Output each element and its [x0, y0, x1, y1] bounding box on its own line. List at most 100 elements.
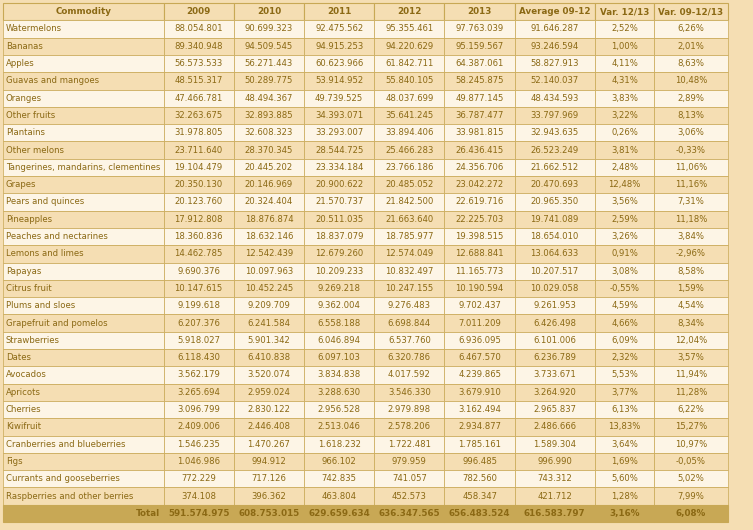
- Text: 95.355.461: 95.355.461: [386, 24, 434, 33]
- Text: 23.042.272: 23.042.272: [456, 180, 504, 189]
- Bar: [515, 453, 595, 470]
- Bar: [515, 332, 595, 349]
- Text: 3.679.910: 3.679.910: [458, 388, 501, 397]
- Bar: [304, 366, 374, 384]
- Text: 21.570.737: 21.570.737: [315, 198, 363, 207]
- Text: 49.877.145: 49.877.145: [456, 94, 504, 103]
- Bar: [654, 55, 727, 72]
- Bar: [163, 107, 234, 124]
- Text: 5,53%: 5,53%: [611, 370, 638, 379]
- Text: -0,55%: -0,55%: [609, 284, 639, 293]
- Bar: [374, 262, 444, 280]
- Text: 10.190.594: 10.190.594: [456, 284, 504, 293]
- Text: Peaches and nectarines: Peaches and nectarines: [6, 232, 108, 241]
- Text: 3,84%: 3,84%: [678, 232, 705, 241]
- Text: 2.486.666: 2.486.666: [533, 422, 576, 431]
- Text: 1.589.304: 1.589.304: [533, 440, 576, 449]
- Text: 3.733.671: 3.733.671: [533, 370, 576, 379]
- Text: 10.029.058: 10.029.058: [530, 284, 579, 293]
- Bar: [444, 418, 515, 436]
- Text: 6.236.789: 6.236.789: [533, 353, 576, 362]
- Text: 11,18%: 11,18%: [675, 215, 707, 224]
- Text: Guavas and mangoes: Guavas and mangoes: [6, 76, 99, 85]
- Text: Apples: Apples: [6, 59, 35, 68]
- Bar: [595, 3, 654, 20]
- Bar: [3, 470, 163, 488]
- Bar: [444, 158, 515, 176]
- Bar: [304, 297, 374, 314]
- Bar: [374, 453, 444, 470]
- Text: 5.901.342: 5.901.342: [248, 336, 291, 345]
- Text: 6.046.894: 6.046.894: [318, 336, 361, 345]
- Text: Total: Total: [136, 509, 160, 518]
- Bar: [163, 3, 234, 20]
- Text: 20.445.202: 20.445.202: [245, 163, 293, 172]
- Bar: [515, 245, 595, 262]
- Text: 3,08%: 3,08%: [611, 267, 638, 276]
- Text: 2.446.408: 2.446.408: [248, 422, 291, 431]
- Text: Average 09-12: Average 09-12: [519, 7, 590, 16]
- Text: 0,91%: 0,91%: [611, 249, 638, 258]
- Text: Watermelons: Watermelons: [6, 24, 62, 33]
- Text: 6.241.584: 6.241.584: [248, 319, 291, 328]
- Bar: [374, 297, 444, 314]
- Bar: [444, 193, 515, 210]
- Text: 3.288.630: 3.288.630: [318, 388, 361, 397]
- Bar: [3, 297, 163, 314]
- Bar: [304, 176, 374, 193]
- Bar: [3, 488, 163, 505]
- Bar: [654, 505, 727, 522]
- Bar: [234, 107, 304, 124]
- Bar: [304, 505, 374, 522]
- Bar: [654, 210, 727, 228]
- Bar: [3, 332, 163, 349]
- Text: 4,31%: 4,31%: [611, 76, 638, 85]
- Text: 23.334.184: 23.334.184: [315, 163, 364, 172]
- Bar: [444, 280, 515, 297]
- Bar: [444, 470, 515, 488]
- Bar: [3, 72, 163, 90]
- Bar: [374, 55, 444, 72]
- Text: 5,02%: 5,02%: [678, 474, 704, 483]
- Text: Kiwifruit: Kiwifruit: [6, 422, 41, 431]
- Bar: [234, 314, 304, 332]
- Text: 2.965.837: 2.965.837: [533, 405, 576, 414]
- Text: 6.558.188: 6.558.188: [318, 319, 361, 328]
- Text: 2,59%: 2,59%: [611, 215, 638, 224]
- Bar: [515, 72, 595, 90]
- Bar: [234, 193, 304, 210]
- Text: 32.608.323: 32.608.323: [245, 128, 293, 137]
- Bar: [374, 366, 444, 384]
- Text: 636.347.565: 636.347.565: [379, 509, 441, 518]
- Bar: [515, 436, 595, 453]
- Bar: [595, 210, 654, 228]
- Text: 4,11%: 4,11%: [611, 59, 638, 68]
- Bar: [163, 418, 234, 436]
- Bar: [163, 55, 234, 72]
- Bar: [515, 124, 595, 142]
- Bar: [515, 228, 595, 245]
- Bar: [234, 401, 304, 418]
- Bar: [374, 280, 444, 297]
- Bar: [304, 488, 374, 505]
- Text: 48.494.367: 48.494.367: [245, 94, 293, 103]
- Bar: [234, 3, 304, 20]
- Text: 7.011.209: 7.011.209: [458, 319, 501, 328]
- Text: 996.485: 996.485: [462, 457, 497, 466]
- Bar: [595, 366, 654, 384]
- Text: 3.546.330: 3.546.330: [388, 388, 431, 397]
- Text: 61.842.711: 61.842.711: [386, 59, 434, 68]
- Bar: [515, 488, 595, 505]
- Bar: [444, 314, 515, 332]
- Bar: [654, 262, 727, 280]
- Text: 616.583.797: 616.583.797: [524, 509, 586, 518]
- Bar: [444, 228, 515, 245]
- Bar: [163, 228, 234, 245]
- Text: 31.978.805: 31.978.805: [175, 128, 223, 137]
- Text: 20.485.052: 20.485.052: [386, 180, 434, 189]
- Bar: [515, 470, 595, 488]
- Text: 3,22%: 3,22%: [611, 111, 638, 120]
- Text: 26.436.415: 26.436.415: [456, 146, 504, 155]
- Bar: [163, 72, 234, 90]
- Bar: [374, 349, 444, 366]
